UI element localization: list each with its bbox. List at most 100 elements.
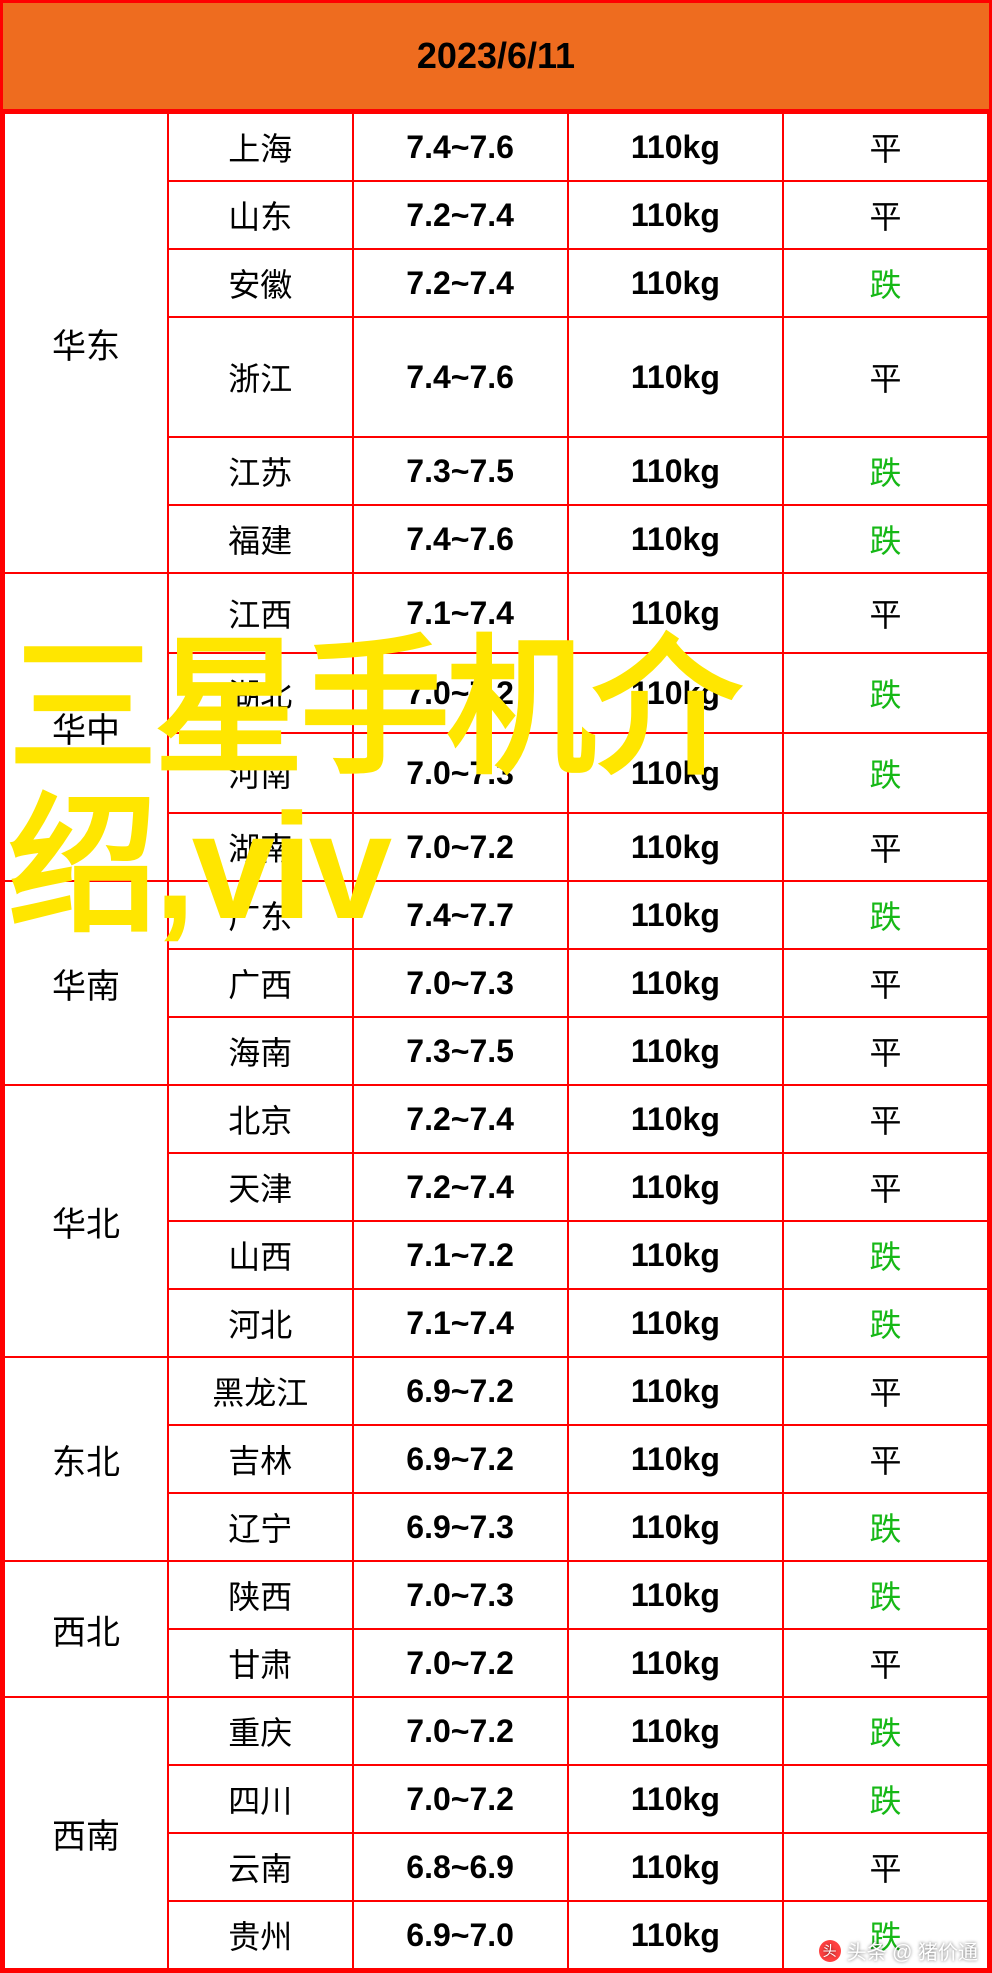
- price-cell: 7.0~7.2: [353, 1765, 568, 1833]
- price-cell: 7.2~7.4: [353, 1085, 568, 1153]
- price-cell: 7.4~7.7: [353, 881, 568, 949]
- weight-cell: 110kg: [568, 653, 783, 733]
- price-cell: 7.2~7.4: [353, 181, 568, 249]
- province-cell: 湖北: [168, 653, 353, 733]
- province-cell: 浙江: [168, 317, 353, 437]
- region-cell: 东北: [4, 1357, 168, 1561]
- region-cell: 西北: [4, 1561, 168, 1697]
- trend-cell: 平: [783, 1833, 988, 1901]
- trend-cell: 平: [783, 181, 988, 249]
- trend-cell: 跌: [783, 437, 988, 505]
- table-row: 东北黑龙江6.9~7.2110kg平: [4, 1357, 988, 1425]
- weight-cell: 110kg: [568, 437, 783, 505]
- weight-cell: 110kg: [568, 317, 783, 437]
- price-cell: 6.9~7.3: [353, 1493, 568, 1561]
- table-header-date: 2023/6/11: [3, 3, 989, 112]
- table-row: 华东上海7.4~7.6110kg平: [4, 113, 988, 181]
- weight-cell: 110kg: [568, 1493, 783, 1561]
- trend-cell: 跌: [783, 733, 988, 813]
- price-cell: 7.0~7.3: [353, 733, 568, 813]
- province-cell: 广东: [168, 881, 353, 949]
- price-cell: 7.4~7.6: [353, 113, 568, 181]
- trend-cell: 平: [783, 113, 988, 181]
- province-cell: 北京: [168, 1085, 353, 1153]
- trend-cell: 跌: [783, 249, 988, 317]
- trend-cell: 跌: [783, 1493, 988, 1561]
- price-cell: 7.3~7.5: [353, 437, 568, 505]
- trend-cell: 跌: [783, 881, 988, 949]
- weight-cell: 110kg: [568, 1221, 783, 1289]
- price-cell: 7.0~7.3: [353, 1561, 568, 1629]
- price-cell: 7.1~7.4: [353, 1289, 568, 1357]
- trend-cell: 平: [783, 1629, 988, 1697]
- province-cell: 江西: [168, 573, 353, 653]
- watermark-text: 头条 @ 猪价通: [847, 1936, 978, 1965]
- province-cell: 陕西: [168, 1561, 353, 1629]
- trend-cell: 跌: [783, 1697, 988, 1765]
- trend-cell: 平: [783, 1425, 988, 1493]
- trend-cell: 跌: [783, 1561, 988, 1629]
- weight-cell: 110kg: [568, 1697, 783, 1765]
- price-cell: 7.0~7.2: [353, 1629, 568, 1697]
- table-row: 华中江西7.1~7.4110kg平: [4, 573, 988, 653]
- table-row: 西南重庆7.0~7.2110kg跌: [4, 1697, 988, 1765]
- price-table-container: 2023/6/11 华东上海7.4~7.6110kg平山东7.2~7.4110k…: [0, 0, 992, 1973]
- weight-cell: 110kg: [568, 1561, 783, 1629]
- price-cell: 6.9~7.2: [353, 1425, 568, 1493]
- region-cell: 华中: [4, 573, 168, 881]
- watermark: 头 头条 @ 猪价通: [819, 1936, 978, 1965]
- price-cell: 7.2~7.4: [353, 249, 568, 317]
- weight-cell: 110kg: [568, 733, 783, 813]
- trend-cell: 跌: [783, 505, 988, 573]
- price-cell: 7.0~7.2: [353, 653, 568, 733]
- province-cell: 甘肃: [168, 1629, 353, 1697]
- region-cell: 华北: [4, 1085, 168, 1357]
- province-cell: 辽宁: [168, 1493, 353, 1561]
- weight-cell: 110kg: [568, 949, 783, 1017]
- province-cell: 重庆: [168, 1697, 353, 1765]
- trend-cell: 平: [783, 813, 988, 881]
- table-row: 华北北京7.2~7.4110kg平: [4, 1085, 988, 1153]
- province-cell: 天津: [168, 1153, 353, 1221]
- trend-cell: 平: [783, 949, 988, 1017]
- weight-cell: 110kg: [568, 1017, 783, 1085]
- price-cell: 7.3~7.5: [353, 1017, 568, 1085]
- weight-cell: 110kg: [568, 573, 783, 653]
- weight-cell: 110kg: [568, 1289, 783, 1357]
- table-row: 西北陕西7.0~7.3110kg跌: [4, 1561, 988, 1629]
- province-cell: 海南: [168, 1017, 353, 1085]
- price-cell: 6.9~7.2: [353, 1357, 568, 1425]
- price-cell: 7.2~7.4: [353, 1153, 568, 1221]
- province-cell: 广西: [168, 949, 353, 1017]
- weight-cell: 110kg: [568, 181, 783, 249]
- weight-cell: 110kg: [568, 1901, 783, 1969]
- price-table: 华东上海7.4~7.6110kg平山东7.2~7.4110kg平安徽7.2~7.…: [3, 112, 989, 1970]
- price-cell: 7.0~7.2: [353, 813, 568, 881]
- price-cell: 7.4~7.6: [353, 505, 568, 573]
- weight-cell: 110kg: [568, 1085, 783, 1153]
- price-cell: 7.0~7.2: [353, 1697, 568, 1765]
- trend-cell: 平: [783, 1017, 988, 1085]
- province-cell: 安徽: [168, 249, 353, 317]
- province-cell: 湖南: [168, 813, 353, 881]
- region-cell: 华东: [4, 113, 168, 573]
- province-cell: 上海: [168, 113, 353, 181]
- province-cell: 河南: [168, 733, 353, 813]
- trend-cell: 平: [783, 1085, 988, 1153]
- weight-cell: 110kg: [568, 113, 783, 181]
- trend-cell: 跌: [783, 1221, 988, 1289]
- trend-cell: 平: [783, 573, 988, 653]
- province-cell: 山东: [168, 181, 353, 249]
- price-cell: 7.0~7.3: [353, 949, 568, 1017]
- price-cell: 6.9~7.0: [353, 1901, 568, 1969]
- province-cell: 黑龙江: [168, 1357, 353, 1425]
- trend-cell: 跌: [783, 653, 988, 733]
- province-cell: 云南: [168, 1833, 353, 1901]
- weight-cell: 110kg: [568, 505, 783, 573]
- price-cell: 6.8~6.9: [353, 1833, 568, 1901]
- trend-cell: 跌: [783, 1765, 988, 1833]
- weight-cell: 110kg: [568, 1833, 783, 1901]
- region-cell: 华南: [4, 881, 168, 1085]
- weight-cell: 110kg: [568, 813, 783, 881]
- price-cell: 7.4~7.6: [353, 317, 568, 437]
